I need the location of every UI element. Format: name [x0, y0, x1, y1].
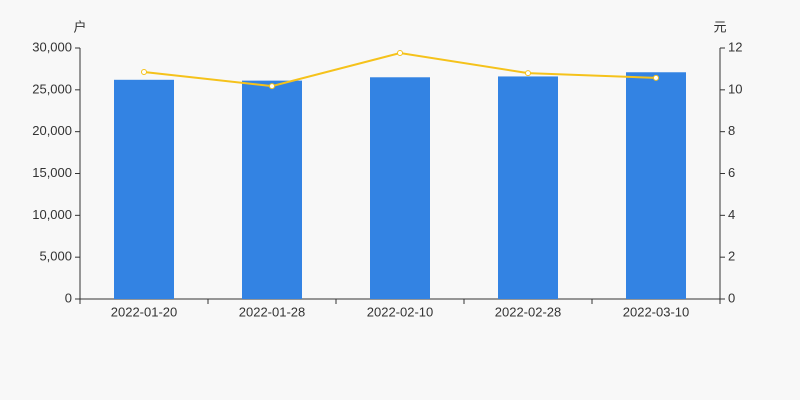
y2-tick-label: 8 [728, 123, 735, 138]
line-point [525, 70, 531, 77]
y-tick-label: 15,000 [32, 165, 72, 180]
bar [498, 76, 558, 300]
line-point [269, 83, 275, 90]
y-axis-label: 户 [73, 19, 86, 34]
y2-tick-label: 0 [728, 290, 735, 305]
y-tick-label: 10,000 [32, 207, 72, 222]
y-tick-label: 5,000 [39, 249, 72, 264]
x-tick-label: 2022-01-28 [239, 304, 306, 319]
y2-tick-label: 12 [728, 39, 742, 54]
line-point [141, 69, 147, 76]
line-point [653, 74, 659, 81]
y-tick-label: 20,000 [32, 123, 72, 138]
y-tick-label: 30,000 [32, 39, 72, 54]
y-tick-label: 0 [65, 290, 72, 305]
x-tick-label: 2022-02-28 [495, 304, 562, 319]
y2-tick-label: 6 [728, 165, 735, 180]
bar [114, 79, 174, 299]
y2-tick-label: 4 [728, 207, 735, 222]
x-tick-label: 2022-01-20 [111, 304, 178, 319]
bar [370, 77, 430, 300]
bar [242, 80, 302, 299]
x-tick-label: 2022-02-10 [367, 304, 434, 319]
y-tick-label: 25,000 [32, 81, 72, 96]
bar [626, 72, 686, 299]
y2-tick-label: 2 [728, 249, 735, 264]
line-point [397, 50, 403, 57]
x-tick-label: 2022-03-10 [623, 304, 690, 319]
y2-tick-label: 10 [728, 81, 742, 96]
y2-axis-label: 元 [713, 19, 726, 34]
